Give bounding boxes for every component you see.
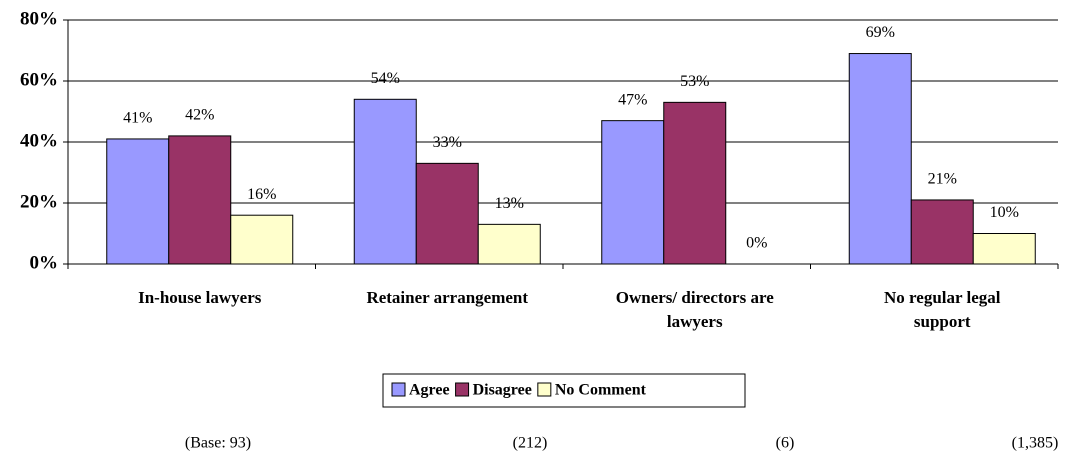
x-tick-label: Owners/ directors are lawyers	[615, 288, 774, 331]
legend-label: Disagree	[473, 382, 532, 399]
base-label: (6)	[776, 435, 795, 452]
x-tick-label: Retainer arrangement	[366, 288, 529, 307]
data-label: 13%	[495, 195, 524, 212]
bar	[477, 223, 541, 265]
y-tick-label: 40%	[20, 130, 58, 151]
base-label: (1,385)	[1012, 435, 1059, 452]
bar	[168, 135, 232, 265]
legend-swatch	[391, 382, 406, 397]
legend-box	[382, 373, 746, 408]
bar	[601, 120, 665, 265]
bar	[415, 162, 479, 265]
bar	[663, 101, 727, 265]
data-label: 69%	[866, 24, 895, 41]
y-tick-label: 80%	[20, 8, 58, 29]
base-label: (Base: 93)	[185, 435, 251, 452]
data-label: 21%	[928, 171, 957, 188]
data-label: 42%	[185, 107, 214, 124]
bar	[910, 199, 974, 265]
bar	[972, 233, 1036, 265]
legend-label: No Comment	[555, 382, 647, 399]
data-label: 10%	[990, 204, 1019, 221]
y-tick-label: 60%	[20, 69, 58, 90]
legend-swatch	[537, 382, 552, 397]
data-label: 54%	[371, 70, 400, 87]
y-tick-label: 0%	[30, 252, 59, 273]
bar	[230, 214, 294, 265]
x-tick-label: No regular legal support	[884, 288, 1001, 331]
data-label: 41%	[123, 110, 152, 127]
data-label: 33%	[433, 134, 462, 151]
bar	[848, 53, 912, 265]
y-tick-label: 20%	[20, 191, 58, 212]
data-label: 53%	[680, 73, 709, 90]
base-label: (212)	[513, 435, 548, 452]
data-label: 0%	[746, 235, 767, 252]
data-label: 16%	[247, 186, 276, 203]
legend: Agree Disagree No Comment	[382, 373, 746, 408]
legend-label: Agree	[409, 382, 450, 399]
x-tick-label: In-house lawyers	[138, 288, 262, 307]
bar	[353, 98, 417, 265]
legend-swatch	[455, 382, 470, 397]
data-label: 47%	[618, 91, 647, 108]
bar	[106, 138, 170, 265]
